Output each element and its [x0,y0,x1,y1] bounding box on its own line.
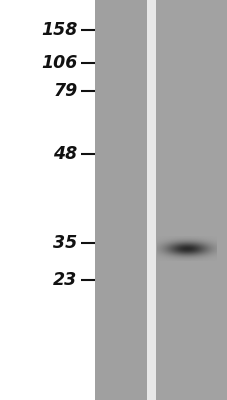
Text: 23: 23 [53,271,77,289]
Text: 35: 35 [53,234,77,252]
Text: 158: 158 [41,21,77,39]
Bar [146,0,155,400]
Bar [155,0,227,400]
Text: 48: 48 [53,145,77,163]
Bar [94,0,146,400]
Text: 106: 106 [41,54,77,72]
Text: 79: 79 [53,82,77,100]
